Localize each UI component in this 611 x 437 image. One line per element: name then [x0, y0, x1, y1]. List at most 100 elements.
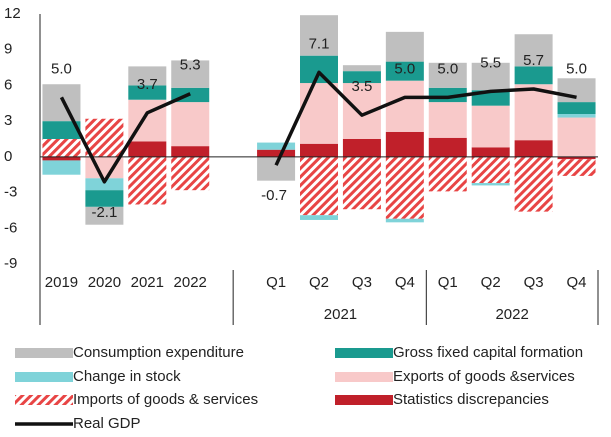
- y-tick-label: -6: [4, 219, 17, 236]
- bar-segment: [42, 160, 81, 175]
- bar-segment: [557, 78, 596, 103]
- group-label: 2022: [495, 306, 528, 323]
- legend-label: Exports of goods &services: [393, 368, 575, 385]
- bar-segment: [85, 118, 124, 157]
- bar-segment: [385, 156, 424, 219]
- legend-swatch: [335, 372, 393, 382]
- bar-segment: [300, 156, 338, 216]
- x-tick-label: Q3: [524, 274, 544, 291]
- x-tick-label: 2019: [45, 274, 78, 291]
- data-label: -0.7: [261, 187, 287, 204]
- bar-segment: [128, 141, 167, 157]
- bar-segment: [257, 156, 296, 181]
- y-tick-label: 0: [4, 148, 12, 165]
- bar-segment: [342, 65, 381, 72]
- bar-segment: [385, 61, 424, 81]
- bar-segment: [342, 156, 381, 210]
- x-tick-label: 2022: [174, 274, 207, 291]
- data-label: 5.0: [566, 60, 587, 77]
- bar-segment: [85, 190, 124, 207]
- bar-segment: [257, 142, 296, 150]
- x-tick-label: Q2: [481, 274, 501, 291]
- bar-segment: [471, 105, 510, 148]
- x-tick-label: Q4: [395, 274, 415, 291]
- bar-segment: [300, 143, 338, 157]
- data-label: 5.7: [523, 52, 544, 69]
- legend-swatch: [335, 348, 393, 358]
- x-tick-label: Q3: [352, 274, 372, 291]
- legend-swatch: [15, 348, 73, 358]
- bar-segment: [514, 140, 553, 157]
- bar-segment: [557, 156, 596, 160]
- data-label: 3.5: [351, 78, 372, 95]
- legend-label: Statistics discrepancies: [393, 391, 549, 408]
- bar-segment: [428, 156, 467, 192]
- data-label: -2.1: [91, 204, 117, 221]
- x-tick-label: Q1: [266, 274, 286, 291]
- legend-label: Real GDP: [73, 415, 141, 432]
- bar-segment: [385, 218, 424, 223]
- bar-segment: [42, 139, 81, 157]
- bar-segment: [428, 102, 467, 138]
- bar-segment: [300, 55, 338, 84]
- x-tick-label: 2020: [88, 274, 121, 291]
- y-tick-label: 9: [4, 41, 12, 58]
- bar-segment: [514, 66, 553, 85]
- bar-segment: [128, 66, 167, 86]
- bar-segment: [300, 215, 338, 220]
- group-label: 2021: [324, 306, 357, 323]
- legend-swatch: [15, 372, 73, 382]
- bar-segment: [128, 85, 167, 100]
- bar-segment: [471, 156, 510, 184]
- data-label: 3.7: [137, 76, 158, 93]
- legend-label: Gross fixed capital formation: [393, 344, 583, 361]
- legend-label: Change in stock: [73, 368, 181, 385]
- x-tick-label: Q1: [438, 274, 458, 291]
- y-tick-label: 6: [4, 76, 12, 93]
- y-tick-label: 3: [4, 112, 12, 129]
- bar-segment: [514, 84, 553, 141]
- legend-label: Consumption expenditure: [73, 344, 244, 361]
- data-label: 5.3: [180, 57, 201, 74]
- bar-segment: [342, 139, 381, 157]
- data-label: 5.0: [51, 60, 72, 77]
- data-label: 5.0: [394, 60, 415, 77]
- bar-segment: [514, 34, 553, 67]
- bar-segment: [557, 117, 596, 157]
- y-tick-label: 12: [4, 5, 21, 22]
- bar-segment: [557, 159, 596, 176]
- bar-segment: [557, 102, 596, 114]
- bar-segment: [385, 31, 424, 62]
- legend-label: Imports of goods & services: [73, 391, 258, 408]
- y-tick-label: -9: [4, 255, 17, 272]
- data-label: 7.1: [309, 35, 330, 52]
- bar-segment: [257, 149, 296, 157]
- bar-segment: [171, 60, 210, 88]
- legend-swatch: [335, 395, 393, 405]
- bar-segment: [385, 131, 424, 157]
- y-tick-label: -3: [4, 184, 17, 201]
- bar-segment: [471, 183, 510, 186]
- line: [59, 70, 577, 184]
- bar-segment: [85, 178, 124, 191]
- data-label: 5.5: [480, 54, 501, 71]
- bar-segment: [471, 147, 510, 157]
- bar-segment: [514, 156, 553, 212]
- bar-segment: [557, 114, 596, 118]
- x-tick-label: Q4: [567, 274, 587, 291]
- bar-segment: [300, 83, 338, 144]
- bar-segment: [428, 137, 467, 157]
- bar-segment: [428, 62, 467, 88]
- bar-segment: [385, 80, 424, 132]
- bar-segment: [85, 206, 124, 225]
- bar-segment: [171, 146, 210, 157]
- bar-segment: [128, 156, 167, 205]
- bar-segment: [42, 84, 81, 122]
- bar-segment: [171, 102, 210, 147]
- bar-segment: [300, 15, 338, 56]
- bar-segment: [471, 62, 510, 91]
- x-tick-label: 2021: [131, 274, 164, 291]
- legend-swatch: [15, 395, 73, 405]
- bar-segment: [42, 121, 81, 139]
